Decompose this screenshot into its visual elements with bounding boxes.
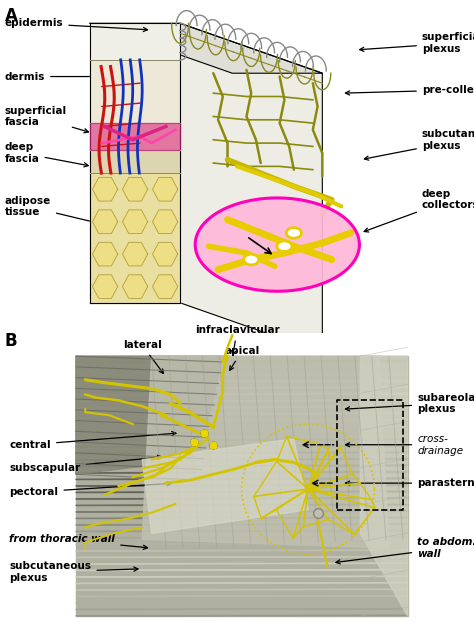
Text: superficial
plexus: superficial plexus [360, 32, 474, 54]
Text: A: A [5, 7, 18, 25]
Polygon shape [76, 412, 408, 415]
Polygon shape [76, 399, 408, 402]
Polygon shape [76, 425, 408, 427]
Polygon shape [76, 491, 408, 493]
Text: lateral: lateral [123, 340, 164, 373]
Polygon shape [76, 356, 223, 474]
Text: from thoracic wall: from thoracic wall [9, 534, 147, 549]
Text: adipose
tissue: adipose tissue [5, 195, 107, 226]
Polygon shape [142, 356, 389, 548]
Text: pre-collectors: pre-collectors [346, 85, 474, 95]
Text: central: central [9, 432, 176, 450]
Polygon shape [76, 602, 408, 603]
Text: deep
collectors: deep collectors [364, 189, 474, 232]
Polygon shape [76, 458, 408, 460]
Polygon shape [90, 123, 180, 150]
Text: subcutaneous
plexus: subcutaneous plexus [365, 129, 474, 160]
Polygon shape [76, 380, 408, 382]
Polygon shape [76, 615, 408, 616]
Polygon shape [90, 150, 180, 173]
Polygon shape [76, 543, 408, 545]
Polygon shape [122, 275, 148, 299]
Polygon shape [76, 485, 408, 486]
Polygon shape [76, 511, 408, 512]
Polygon shape [76, 419, 408, 421]
Polygon shape [76, 445, 408, 447]
Polygon shape [76, 478, 408, 480]
Polygon shape [90, 60, 180, 123]
Text: parasternal: parasternal [346, 478, 474, 488]
Polygon shape [76, 393, 408, 395]
Polygon shape [122, 243, 148, 266]
Polygon shape [92, 210, 118, 233]
Text: dermis: dermis [5, 72, 100, 81]
Polygon shape [76, 373, 408, 376]
Text: cross-
drainage: cross- drainage [346, 434, 463, 455]
Polygon shape [76, 360, 408, 363]
Text: subcutaneous
plexus: subcutaneous plexus [9, 561, 138, 583]
Polygon shape [90, 23, 180, 303]
Polygon shape [153, 275, 178, 299]
Polygon shape [76, 386, 408, 389]
Polygon shape [76, 576, 408, 577]
Text: infraclavicular: infraclavicular [195, 325, 279, 355]
Circle shape [286, 228, 301, 238]
Polygon shape [153, 243, 178, 266]
Text: B: B [5, 332, 18, 350]
Text: apical: apical [224, 346, 259, 370]
Text: subscapular: subscapular [9, 455, 162, 473]
Polygon shape [76, 556, 408, 557]
Circle shape [244, 254, 259, 265]
Polygon shape [76, 432, 408, 434]
Text: deep
fascia: deep fascia [5, 142, 88, 167]
Circle shape [277, 241, 292, 251]
Polygon shape [76, 563, 408, 564]
Polygon shape [76, 504, 408, 506]
Text: superficial
fascia: superficial fascia [5, 106, 89, 132]
Polygon shape [76, 406, 408, 408]
Polygon shape [76, 498, 408, 499]
Text: epidermis: epidermis [5, 18, 147, 32]
Polygon shape [90, 173, 180, 303]
Polygon shape [92, 177, 118, 201]
Polygon shape [153, 177, 178, 201]
Polygon shape [90, 23, 322, 73]
Polygon shape [76, 471, 408, 473]
Polygon shape [76, 609, 408, 610]
Polygon shape [76, 452, 408, 453]
Polygon shape [92, 275, 118, 299]
Polygon shape [76, 465, 408, 466]
Polygon shape [76, 550, 408, 551]
Polygon shape [76, 517, 408, 519]
Polygon shape [76, 367, 408, 369]
Polygon shape [142, 439, 308, 534]
Text: pectoral: pectoral [9, 481, 171, 497]
Polygon shape [76, 524, 408, 525]
Polygon shape [122, 210, 148, 233]
Polygon shape [153, 210, 178, 233]
Polygon shape [76, 356, 408, 616]
Polygon shape [195, 198, 359, 291]
Polygon shape [180, 23, 322, 353]
Polygon shape [90, 123, 180, 150]
Polygon shape [122, 177, 148, 201]
Polygon shape [92, 243, 118, 266]
Polygon shape [360, 356, 408, 616]
Polygon shape [76, 530, 408, 532]
Polygon shape [76, 537, 408, 538]
Polygon shape [76, 439, 408, 440]
Polygon shape [76, 589, 408, 590]
Text: to abdom.
wall: to abdom. wall [336, 537, 474, 564]
Text: subareolar
plexus: subareolar plexus [346, 392, 474, 414]
